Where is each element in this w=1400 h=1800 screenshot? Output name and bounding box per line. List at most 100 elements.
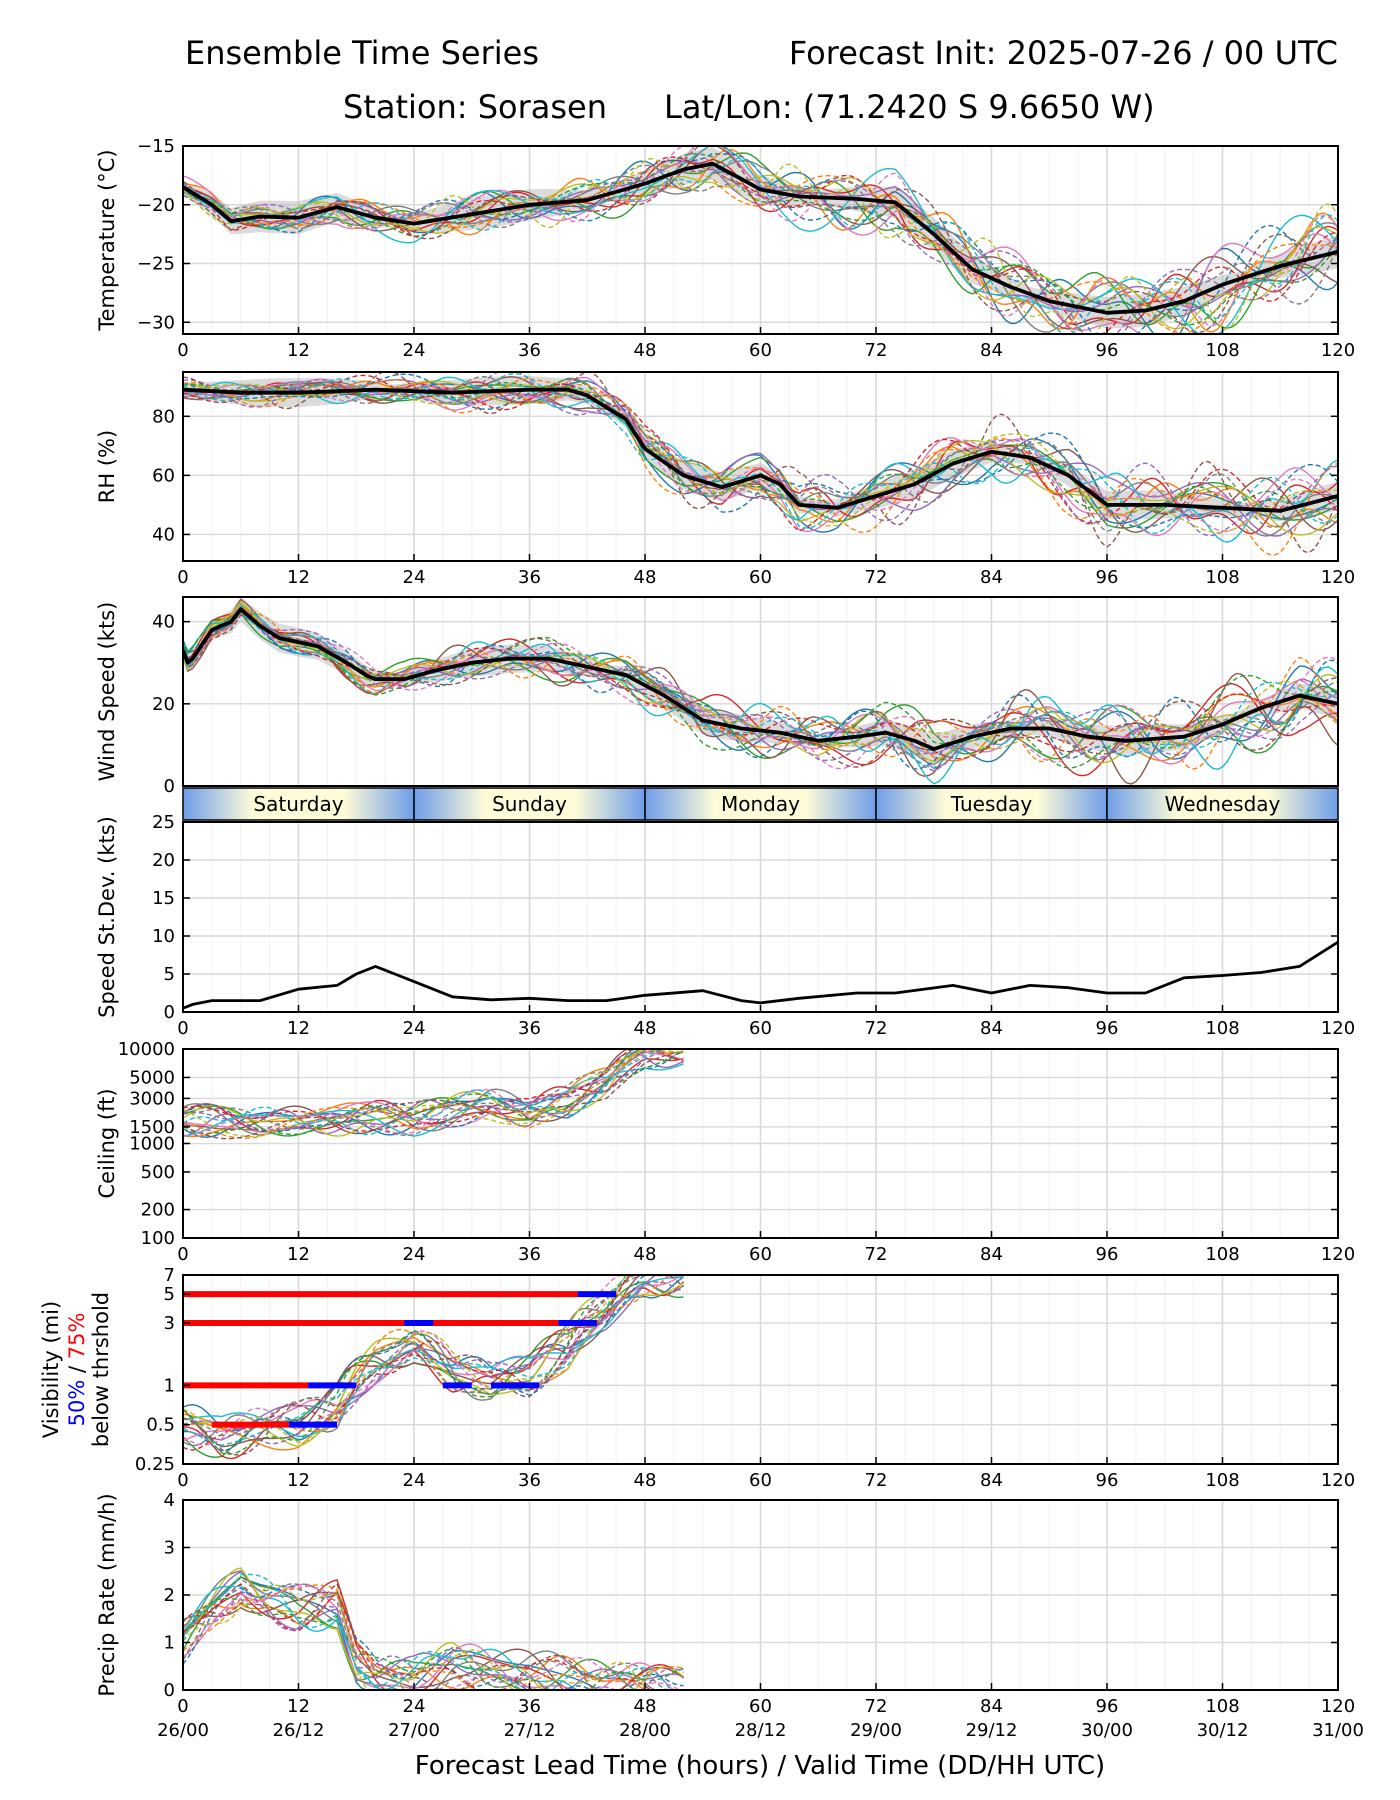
ensemble-member-line bbox=[183, 1597, 684, 1690]
ensemble-member-line bbox=[183, 1049, 684, 1136]
ensemble-member-line bbox=[183, 609, 1338, 772]
y-tick-label: 60 bbox=[152, 465, 175, 486]
x-tick-label: 36 bbox=[518, 1018, 541, 1039]
x-tick-label: 96 bbox=[1096, 567, 1119, 588]
x-tick-label: 0 bbox=[177, 340, 188, 361]
ensemble-mean-line bbox=[183, 607, 1338, 751]
ensemble-member-line bbox=[183, 381, 1338, 535]
x-tick-label: 72 bbox=[865, 1018, 888, 1039]
y-tick-label: 0 bbox=[164, 776, 175, 797]
ensemble-member-line bbox=[183, 1049, 684, 1131]
ensemble-member-line bbox=[183, 1049, 684, 1137]
valid-time-label: 27/00 bbox=[388, 1720, 440, 1741]
day-label: Saturday bbox=[253, 792, 343, 816]
x-tick-label: 96 bbox=[1096, 1696, 1119, 1717]
valid-time-label: 27/12 bbox=[504, 1720, 556, 1741]
y-tick-label: 5 bbox=[164, 1284, 175, 1305]
ensemble-member-line bbox=[183, 146, 1338, 334]
ensemble-member-line bbox=[183, 1582, 684, 1690]
ensemble-member-line bbox=[183, 1049, 684, 1138]
y-tick-label: 20 bbox=[152, 694, 175, 715]
x-tick-label: 12 bbox=[287, 1696, 310, 1717]
ensemble-member-line bbox=[183, 602, 1338, 765]
y-tick-label: 1 bbox=[164, 1633, 175, 1654]
y-tick-label: 15 bbox=[152, 888, 175, 909]
valid-time-label: 28/00 bbox=[619, 1720, 671, 1741]
day-cell bbox=[1106, 787, 1339, 821]
visibility-panel: 0.25 0.5 1 3 57 0 12 24 36 48 60 72 84 96 108 120 Visibi… bbox=[39, 1265, 1355, 1491]
ensemble-mean-line bbox=[183, 940, 1338, 1010]
ensemble-mean-line bbox=[183, 387, 1338, 513]
y-tick-label: 3 bbox=[164, 1538, 175, 1559]
y-axis-label: RH (%) bbox=[95, 430, 119, 503]
y-tick-label: −20 bbox=[137, 195, 175, 216]
ensemble-member-line bbox=[183, 1275, 684, 1456]
ensemble-member-line bbox=[183, 148, 1338, 333]
p75-label: 75% bbox=[65, 1313, 89, 1360]
wind-plot-area bbox=[183, 597, 1338, 785]
x-tick-label: 120 bbox=[1321, 1244, 1355, 1265]
stdev-plot-area bbox=[183, 940, 1338, 1010]
ensemble-member-line bbox=[183, 609, 1338, 763]
x-tick-label: 0 bbox=[177, 1244, 188, 1265]
ensemble-member-line bbox=[183, 168, 1338, 334]
x-tick-label: 72 bbox=[865, 1470, 888, 1491]
x-tick-label: 12 bbox=[287, 1470, 310, 1491]
x-tick-label: 48 bbox=[634, 1470, 657, 1491]
x-tick-label: 72 bbox=[865, 1244, 888, 1265]
ensemble-member-line bbox=[183, 1584, 684, 1690]
y-tick-label: 5000 bbox=[129, 1067, 175, 1088]
x-tick-label: 108 bbox=[1205, 340, 1239, 361]
y-tick-label: 200 bbox=[141, 1200, 175, 1221]
ensemble-member-line bbox=[183, 1049, 684, 1136]
ensemble-member-line bbox=[183, 157, 1338, 334]
ensemble-member-line bbox=[183, 1570, 684, 1690]
y-tick-label: −25 bbox=[137, 254, 175, 275]
ceiling-plot-area bbox=[183, 1049, 684, 1140]
visibility-plot-area bbox=[183, 1275, 685, 1460]
x-tick-label: 84 bbox=[980, 340, 1003, 361]
y-axis-label-percentiles: 50% / 75% bbox=[65, 1313, 89, 1427]
x-tick-label: 108 bbox=[1205, 1696, 1239, 1717]
ensemble-member-line bbox=[183, 160, 1338, 333]
x-tick-label: 24 bbox=[403, 340, 426, 361]
y-tick-label: 100 bbox=[141, 1228, 175, 1249]
y-tick-label: 0.25 bbox=[135, 1454, 175, 1475]
x-tick-label: 0 bbox=[177, 1470, 188, 1491]
y-tick-label: 3 bbox=[164, 1313, 175, 1334]
precip-plot-area bbox=[183, 1567, 684, 1690]
x-tick-label: 24 bbox=[403, 567, 426, 588]
ensemble-member-line bbox=[183, 152, 1338, 334]
y-tick-label: 10 bbox=[152, 926, 175, 947]
slash-label: / bbox=[65, 1359, 89, 1379]
y-tick-label: 40 bbox=[152, 524, 175, 545]
ensemble-member-line bbox=[183, 164, 1338, 334]
x-tick-label: 12 bbox=[287, 567, 310, 588]
x-tick-label: 120 bbox=[1321, 1018, 1355, 1039]
x-tick-label: 36 bbox=[518, 1696, 541, 1717]
rh-plot-area bbox=[183, 372, 1338, 556]
x-tick-label: 84 bbox=[980, 1018, 1003, 1039]
x-tick-label: 120 bbox=[1321, 340, 1355, 361]
ensemble-member-line bbox=[183, 376, 1338, 534]
y-axis-label: Temperature (°C) bbox=[95, 149, 119, 331]
ensemble-member-line bbox=[183, 1590, 684, 1690]
ensemble-member-line bbox=[183, 146, 1338, 327]
wind-frame bbox=[182, 596, 1339, 787]
valid-time-label: 30/00 bbox=[1081, 1720, 1133, 1741]
y-tick-label: 1500 bbox=[129, 1117, 175, 1138]
ensemble-mean-line bbox=[183, 161, 1338, 315]
valid-time-label: 31/00 bbox=[1312, 1720, 1364, 1741]
ensemble-member-line bbox=[183, 157, 1338, 334]
y-axis-label: Ceiling (ft) bbox=[95, 1088, 119, 1198]
x-tick-label: 48 bbox=[634, 340, 657, 361]
panels: −30−25−20−150 12 24 36 48 60 72 84 96 108 120Tempe… bbox=[39, 136, 1364, 1741]
x-tick-label: 60 bbox=[749, 567, 772, 588]
x-tick-label: 24 bbox=[403, 1696, 426, 1717]
day-label: Tuesday bbox=[950, 792, 1033, 816]
title-right: Forecast Init: 2025-07-26 / 00 UTC bbox=[789, 34, 1338, 72]
ensemble-member-line bbox=[183, 372, 1338, 535]
y-tick-label: 25 bbox=[152, 812, 175, 833]
